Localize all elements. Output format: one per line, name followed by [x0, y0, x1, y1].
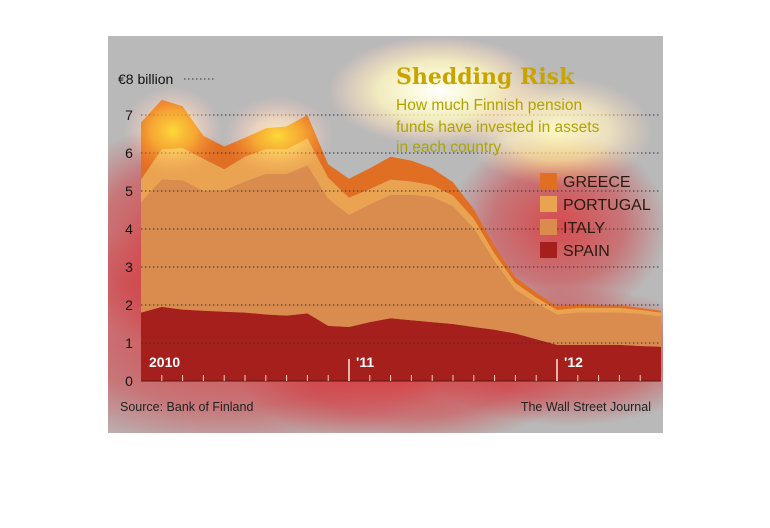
x-tick-label: 2010	[149, 354, 180, 370]
chart-subtitle-line-3: in each country	[396, 139, 501, 156]
legend-swatch-portugal	[540, 196, 557, 212]
legend-label-greece: GREECE	[563, 174, 631, 191]
chart-figure: 2010'11'12 01234567 €8 billion Shedding …	[108, 36, 663, 433]
y-unit-label: €8 billion	[118, 71, 173, 87]
publisher-credit: The Wall Street Journal	[521, 400, 651, 414]
source-note: Source: Bank of Finland	[120, 400, 253, 414]
legend: GREECE PORTUGAL ITALY SPAIN	[540, 173, 651, 260]
legend-swatch-italy	[540, 219, 557, 235]
area-italy	[141, 165, 661, 347]
chart-subtitle-line-1: How much Finnish pension	[396, 97, 582, 114]
y-tick-label: 1	[125, 335, 133, 351]
legend-swatch-spain	[540, 242, 557, 258]
y-tick-label: 0	[125, 373, 133, 389]
legend-label-italy: ITALY	[563, 220, 605, 237]
y-tick-label: 6	[125, 145, 133, 161]
x-tick-label: '11	[356, 354, 374, 370]
area-spain	[141, 306, 661, 381]
legend-label-portugal: PORTUGAL	[563, 197, 651, 214]
chart-subtitle-line-2: funds have invested in assets	[396, 119, 600, 136]
y-tick-label: 4	[125, 221, 133, 237]
legend-label-spain: SPAIN	[563, 243, 610, 260]
chart-canvas: 2010'11'12 01234567 €8 billion Shedding …	[108, 36, 663, 433]
x-tick-label: '12	[564, 354, 583, 370]
y-tick-label: 5	[125, 183, 133, 199]
bottom-band: 2010 '11 '12	[141, 354, 661, 382]
chart-title: Shedding Risk	[396, 64, 575, 90]
heatmap-overlay-over	[123, 36, 653, 186]
y-tick-label: 2	[125, 297, 133, 313]
legend-swatch-greece	[540, 173, 557, 189]
y-tick-label: 3	[125, 259, 133, 275]
